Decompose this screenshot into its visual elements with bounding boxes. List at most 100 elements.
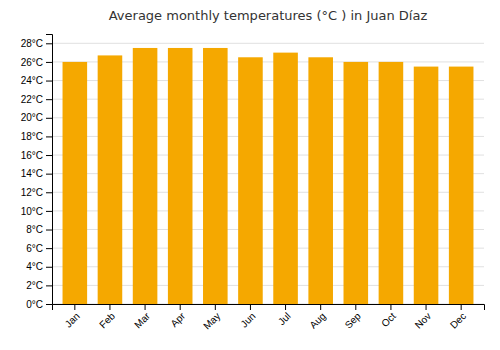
x-tick: Dec: [448, 304, 468, 331]
y-tick: 24°C: [21, 75, 52, 86]
bar: [449, 67, 474, 304]
y-tick-mark: [46, 62, 52, 63]
y-tick: 2°C: [26, 280, 52, 291]
x-tick: Aug: [307, 304, 327, 331]
x-tick: Mar: [132, 304, 152, 330]
x-tick-label: Jun: [238, 310, 257, 329]
y-tick: 26°C: [21, 57, 52, 68]
y-tick-mark: [46, 118, 52, 119]
y-tick: 14°C: [21, 168, 52, 179]
y-tick-label: 22°C: [21, 94, 43, 105]
x-axis: Jan Feb Mar Apr May Jun Jul Aug Sep Oct Nov Dec: [53, 304, 485, 332]
y-tick-mark: [46, 230, 52, 231]
y-tick-label: 12°C: [21, 187, 43, 198]
x-tick-mark: [74, 304, 75, 310]
y-tick: 0°C: [26, 299, 52, 310]
x-tick-mark: [355, 304, 356, 310]
y-tick-mark: [46, 211, 52, 212]
x-tick: Feb: [97, 304, 117, 330]
title: Average monthly temperatures (°C ) in Ju…: [109, 8, 428, 23]
bar: [344, 62, 369, 304]
bar: [98, 55, 123, 304]
x-tick-label: Oct: [379, 310, 398, 329]
x-tick-label: Feb: [97, 310, 117, 330]
y-tick: 22°C: [21, 94, 52, 105]
y-tick-mark: [46, 248, 52, 249]
y-tick-mark: [46, 99, 52, 100]
bar: [308, 57, 333, 304]
chart: 0°C 2°C 4°C 6°C 8°C 10°C 12°C 14°C 16°C 18°C 20°C 2…: [0, 0, 500, 350]
x-tick-label: Dec: [448, 310, 468, 330]
x-tick-label: May: [201, 310, 222, 331]
x-tick-label: Aug: [307, 310, 327, 330]
x-tick: Nov: [413, 304, 433, 331]
y-tick: 12°C: [21, 187, 52, 198]
y-tick-label: 0°C: [26, 299, 43, 310]
y-tick: 6°C: [26, 243, 52, 254]
y-tick-mark: [46, 136, 52, 137]
x-tick-label: Jan: [63, 310, 82, 329]
bar: [133, 48, 158, 304]
bar: [203, 48, 228, 304]
y-tick-label: 16°C: [21, 150, 43, 161]
y-tick-label: 10°C: [21, 206, 43, 217]
x-tick: Apr: [168, 304, 187, 329]
y-tick-label: 6°C: [26, 243, 43, 254]
bar: [168, 48, 193, 304]
x-tick-mark: [109, 304, 110, 310]
x-tick-label: Jul: [276, 310, 293, 327]
x-tick-label: Nov: [413, 310, 433, 330]
bar: [63, 62, 88, 304]
bar: [238, 57, 263, 304]
y-tick: 18°C: [21, 131, 52, 142]
x-tick-mark: [285, 304, 286, 310]
x-tick: Jun: [238, 304, 257, 330]
y-tick-mark: [46, 192, 52, 193]
x-tick-mark: [461, 304, 462, 310]
y-axis: 0°C 2°C 4°C 6°C 8°C 10°C 12°C 14°C 16°C 18°C 20°C 2…: [21, 35, 53, 310]
y-tick-mark: [46, 155, 52, 156]
y-tick-label: 20°C: [21, 112, 43, 123]
x-tick-mark: [320, 304, 321, 310]
y-tick-label: 18°C: [21, 131, 43, 142]
y-tick: 8°C: [26, 224, 52, 235]
x-tick: Sep: [343, 304, 364, 331]
y-tick-label: 2°C: [26, 280, 43, 291]
y-tick-mark: [46, 43, 52, 44]
y-tick-label: 4°C: [26, 261, 43, 272]
x-tick-mark: [145, 304, 146, 310]
y-tick: 10°C: [21, 206, 52, 217]
y-axis-line: [46, 35, 53, 305]
y-tick: 28°C: [21, 38, 52, 49]
y-tick-mark: [46, 304, 52, 305]
y-tick-mark: [46, 81, 52, 82]
y-tick-mark: [46, 285, 52, 286]
y-tick-label: 8°C: [26, 224, 43, 235]
y-tick: 20°C: [21, 112, 52, 123]
bar: [379, 62, 404, 304]
x-tick-mark: [390, 304, 391, 310]
y-tick-label: 28°C: [21, 38, 43, 49]
x-tick-label: Sep: [343, 310, 364, 331]
y-tick-mark: [46, 174, 52, 175]
y-tick-label: 24°C: [21, 75, 43, 86]
y-tick: 4°C: [26, 261, 52, 272]
bars: [63, 48, 474, 304]
x-tick-mark: [180, 304, 181, 310]
bar: [414, 67, 439, 304]
x-tick: Jan: [63, 304, 82, 330]
x-tick: Oct: [379, 304, 398, 329]
grid: [52, 43, 484, 304]
plot: 0°C 2°C 4°C 6°C 8°C 10°C 12°C 14°C 16°C 18°C 20°C 2…: [21, 35, 485, 332]
x-tick-label: Mar: [132, 310, 152, 330]
x-axis-line: [53, 305, 485, 311]
y-tick-label: 26°C: [21, 57, 43, 68]
x-tick: May: [201, 304, 222, 332]
y-tick-mark: [46, 267, 52, 268]
y-tick: 16°C: [21, 150, 52, 161]
x-tick: Jul: [276, 304, 293, 327]
grid-line: [52, 43, 484, 44]
bar: [273, 53, 298, 304]
x-tick-mark: [215, 304, 216, 310]
x-tick-mark: [426, 304, 427, 310]
